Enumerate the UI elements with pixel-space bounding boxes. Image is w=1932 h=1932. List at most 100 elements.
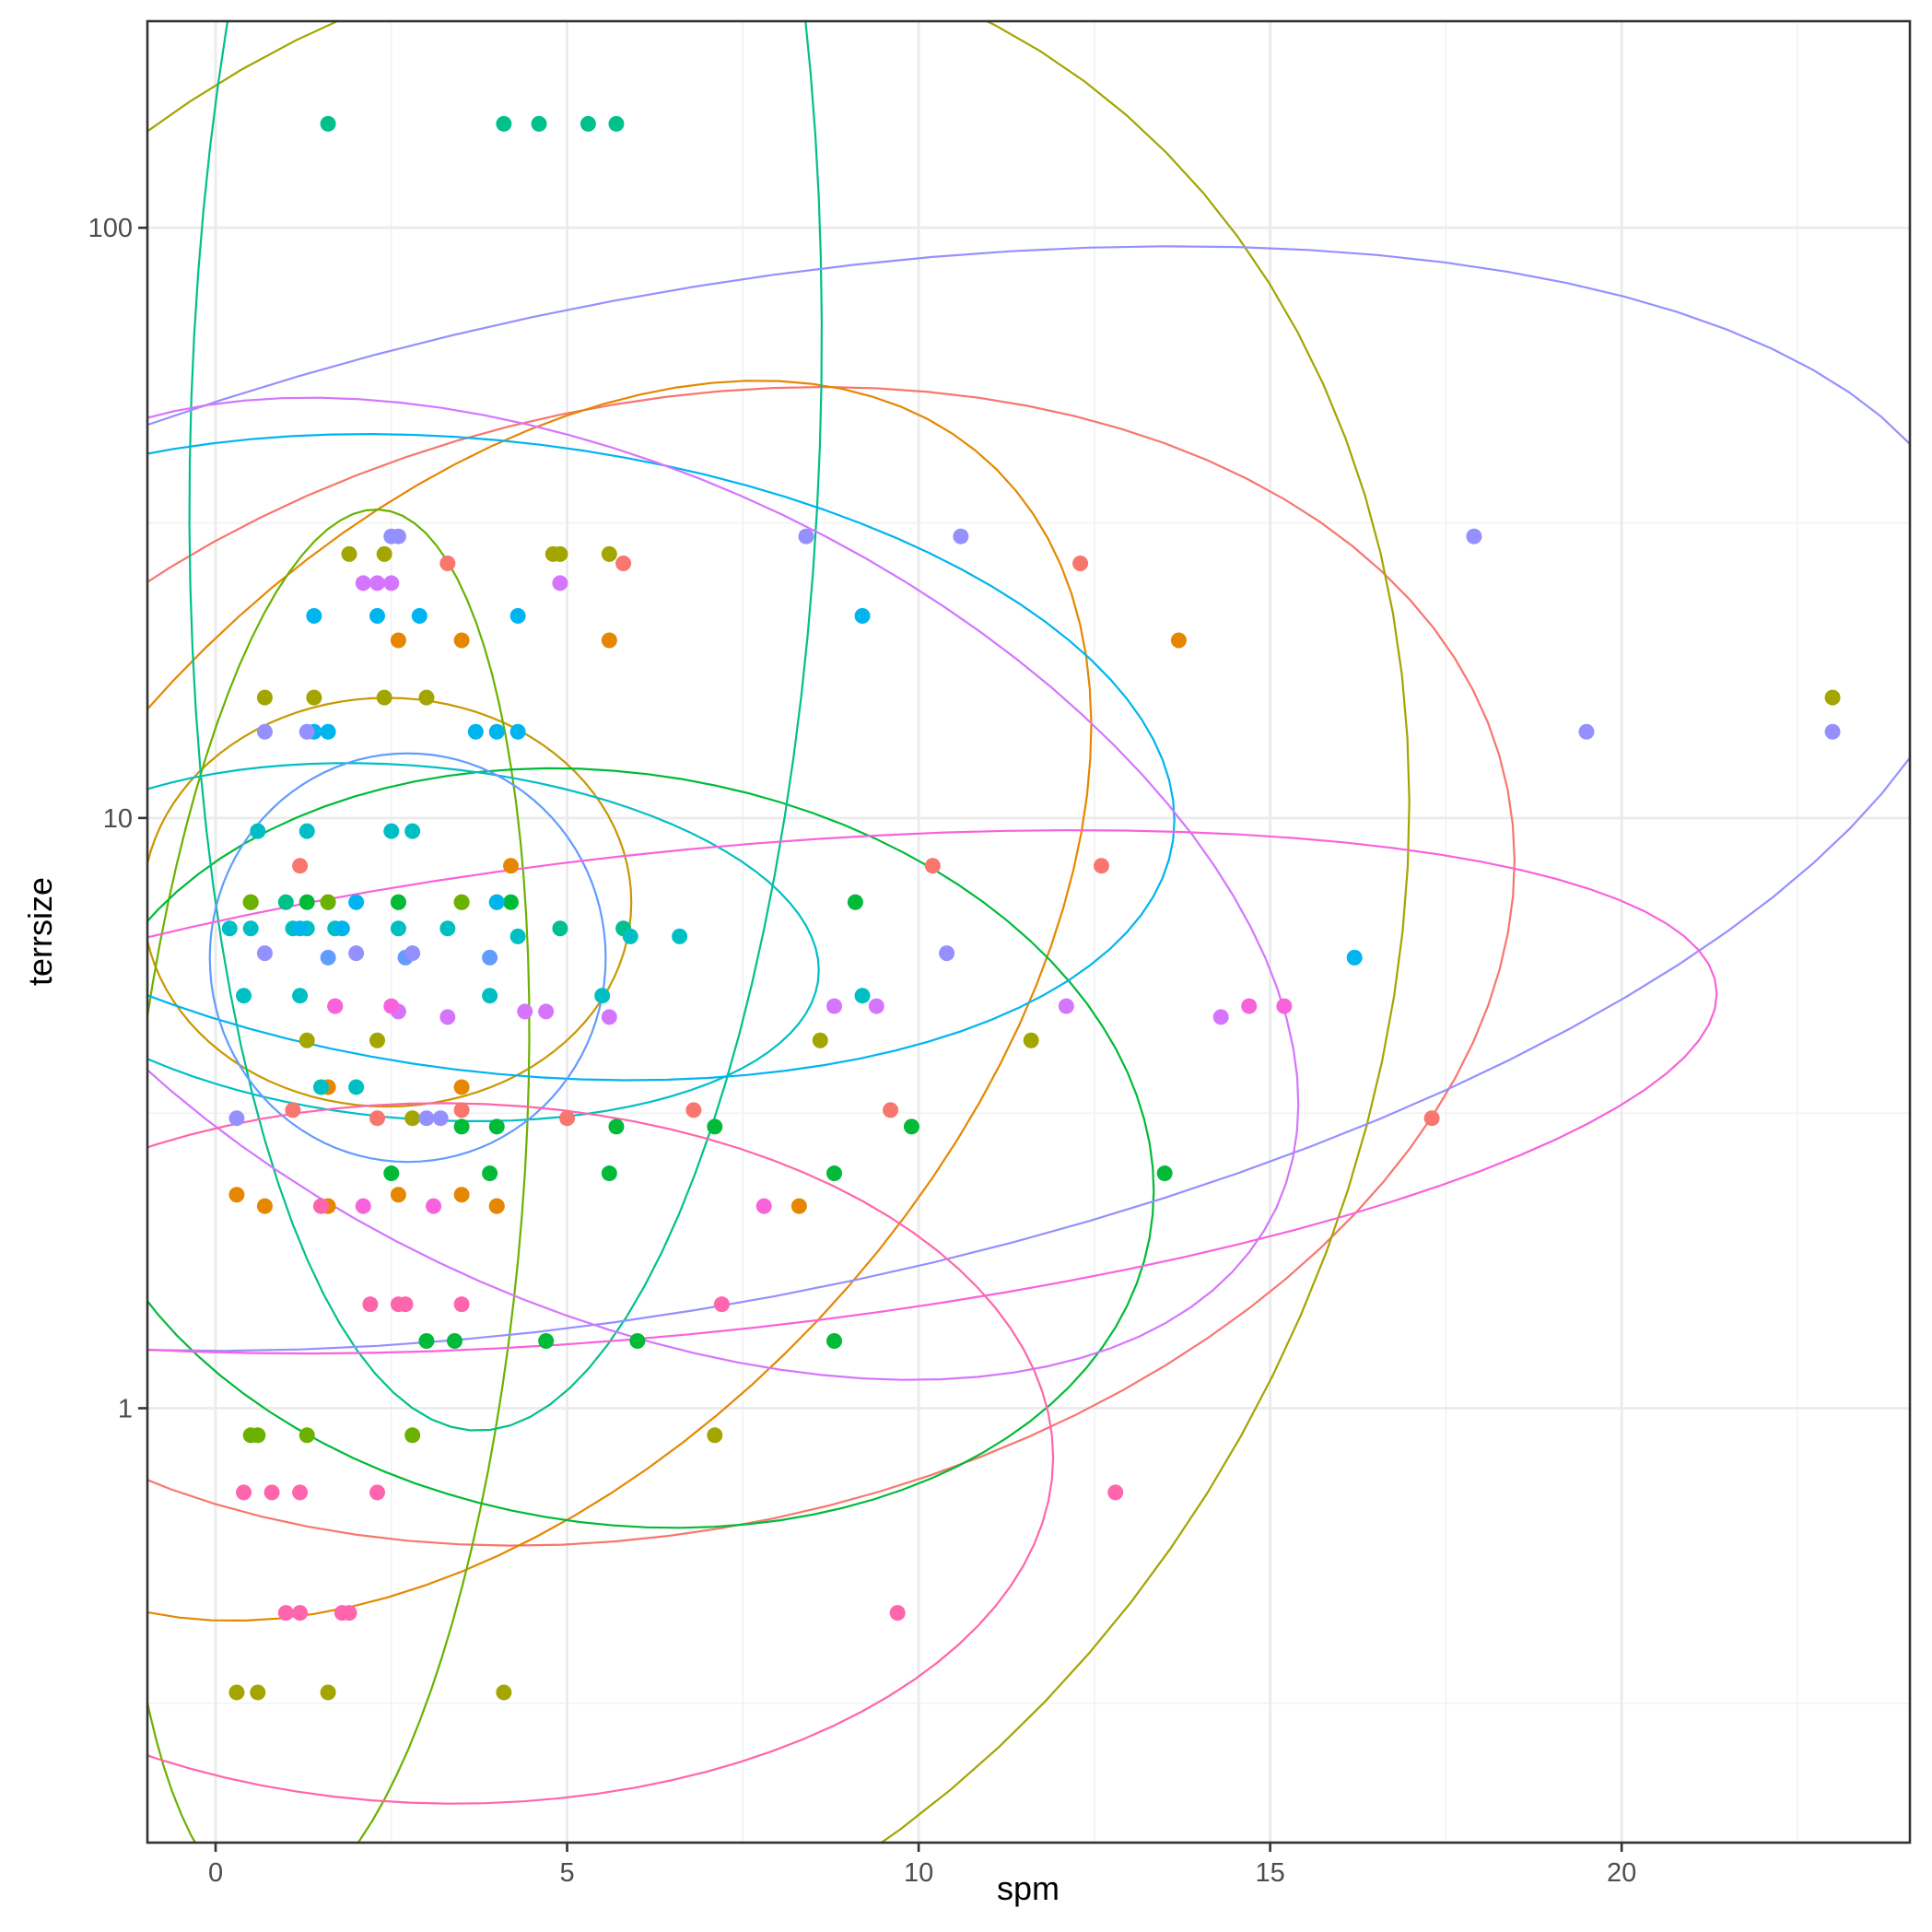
point-g4 bbox=[256, 689, 273, 706]
point-g4 bbox=[250, 1684, 266, 1701]
point-g6 bbox=[453, 1118, 470, 1135]
point-g4 bbox=[299, 1032, 315, 1048]
point-g1 bbox=[285, 1102, 301, 1118]
point-g6 bbox=[847, 894, 863, 910]
ellipse-g10 bbox=[208, 752, 607, 1164]
point-g6 bbox=[383, 1165, 400, 1182]
point-g13 bbox=[1276, 998, 1293, 1014]
point-g6 bbox=[826, 1165, 843, 1182]
point-g5 bbox=[242, 894, 259, 910]
ellipse-g8 bbox=[147, 762, 820, 1122]
point-g9 bbox=[467, 723, 484, 740]
point-g12 bbox=[601, 1009, 617, 1025]
point-g4 bbox=[320, 1684, 336, 1701]
point-g9 bbox=[411, 607, 427, 624]
point-g12 bbox=[868, 998, 884, 1014]
point-g8 bbox=[299, 823, 315, 839]
point-g13 bbox=[383, 998, 400, 1014]
point-g14 bbox=[236, 1484, 252, 1501]
point-g6 bbox=[488, 1118, 505, 1135]
point-g8 bbox=[221, 920, 238, 937]
point-g8 bbox=[509, 928, 526, 944]
point-g2 bbox=[256, 1198, 273, 1214]
point-g14 bbox=[397, 1296, 414, 1313]
point-g12 bbox=[369, 575, 386, 591]
x-tick-label: 20 bbox=[1607, 1858, 1636, 1888]
point-g8 bbox=[242, 920, 259, 937]
x-axis-title: spm bbox=[997, 1869, 1060, 1907]
point-g4 bbox=[1023, 1032, 1039, 1048]
panel-border bbox=[146, 19, 1912, 1844]
point-g4 bbox=[404, 1110, 421, 1127]
point-g8 bbox=[236, 988, 252, 1004]
point-g2 bbox=[601, 632, 617, 649]
point-g11 bbox=[228, 1110, 245, 1127]
point-g11 bbox=[256, 945, 273, 962]
point-g11 bbox=[256, 723, 273, 740]
point-g11 bbox=[390, 528, 406, 544]
ellipse-g5 bbox=[147, 508, 531, 1843]
point-g6 bbox=[446, 1332, 463, 1349]
point-g5 bbox=[320, 894, 336, 910]
point-g6 bbox=[390, 894, 406, 910]
point-g6 bbox=[707, 1118, 723, 1135]
point-g11 bbox=[953, 528, 969, 544]
ellipse-g3 bbox=[147, 697, 633, 1108]
point-g5 bbox=[250, 1427, 266, 1444]
y-tick-label: 100 bbox=[88, 214, 133, 243]
point-g1 bbox=[292, 858, 309, 874]
point-g1 bbox=[1093, 858, 1109, 874]
point-g9 bbox=[292, 920, 309, 937]
y-tick-label: 1 bbox=[118, 1394, 133, 1423]
data-points bbox=[221, 115, 1841, 1701]
point-g11 bbox=[299, 723, 315, 740]
point-g12 bbox=[439, 1009, 456, 1025]
point-g7 bbox=[320, 115, 336, 132]
point-g7 bbox=[580, 115, 596, 132]
point-g14 bbox=[713, 1296, 730, 1313]
point-g6 bbox=[826, 1332, 843, 1349]
point-g4 bbox=[418, 689, 435, 706]
point-g11 bbox=[798, 528, 814, 544]
point-g2 bbox=[453, 1187, 470, 1203]
point-g2 bbox=[390, 1187, 406, 1203]
point-g8 bbox=[404, 823, 421, 839]
point-g1 bbox=[1072, 556, 1089, 572]
point-g13 bbox=[1241, 998, 1258, 1014]
ellipse-g2 bbox=[147, 380, 1093, 1622]
point-g4 bbox=[812, 1032, 828, 1048]
point-g4 bbox=[376, 545, 392, 562]
point-g2 bbox=[390, 632, 406, 649]
ellipse-g9 bbox=[147, 432, 1176, 1082]
point-g12 bbox=[552, 575, 568, 591]
point-g12 bbox=[383, 575, 400, 591]
point-g6 bbox=[538, 1332, 555, 1349]
point-g13 bbox=[327, 998, 344, 1014]
point-g12 bbox=[1212, 1009, 1229, 1025]
point-g11 bbox=[1578, 723, 1595, 740]
point-g11 bbox=[1466, 528, 1482, 544]
point-g9 bbox=[1346, 949, 1363, 966]
point-g10 bbox=[320, 949, 336, 966]
ellipse-g11 bbox=[147, 245, 1910, 1352]
point-g4 bbox=[552, 545, 568, 562]
point-g12 bbox=[826, 998, 843, 1014]
point-g1 bbox=[924, 858, 941, 874]
point-g11 bbox=[432, 1110, 449, 1127]
point-g11 bbox=[418, 1110, 435, 1127]
point-g13 bbox=[355, 1198, 371, 1214]
ellipse-g4 bbox=[147, 21, 1411, 1843]
ellipse-g6 bbox=[147, 767, 1155, 1529]
point-g8 bbox=[383, 823, 400, 839]
point-g8 bbox=[250, 823, 266, 839]
x-tick-label: 0 bbox=[208, 1858, 223, 1888]
point-g1 bbox=[453, 1102, 470, 1118]
point-g12 bbox=[355, 575, 371, 591]
point-g1 bbox=[369, 1110, 386, 1127]
point-g1 bbox=[439, 556, 456, 572]
point-g5 bbox=[453, 894, 470, 910]
point-g9 bbox=[306, 607, 322, 624]
point-g7 bbox=[531, 115, 547, 132]
